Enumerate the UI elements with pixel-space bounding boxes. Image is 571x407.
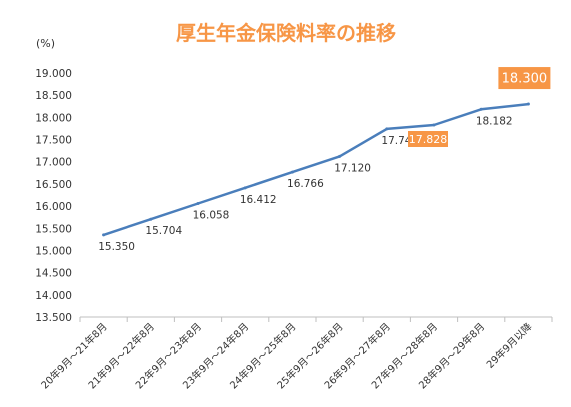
y-tick-label: 15.000 [35,245,72,257]
data-point [479,107,483,111]
data-point [102,233,106,237]
data-point [338,154,342,158]
data-point [526,102,530,106]
data-point [432,123,436,127]
data-point [196,202,200,206]
highlighted-data-label: 18.300 [498,67,551,90]
data-label: 16.412 [240,194,277,206]
series-group [102,102,530,237]
y-tick-label: 19.000 [35,68,72,80]
y-tick-label: 15.500 [35,223,72,235]
data-label: 16.058 [193,210,230,222]
highlighted-data-label: 17.828 [408,130,448,147]
highlight-box [498,67,551,90]
y-axis-unit-label: (%) [36,37,55,50]
y-tick-label: 13.500 [35,312,72,324]
y-tick-label: 18.500 [35,90,72,102]
y-tick-label: 16.500 [35,179,72,191]
y-tick-label: 18.000 [35,112,72,124]
y-axis-ticks: 13.500 14.000 14.500 15.000 15.500 16.000 16.5… [35,68,72,324]
highlight-box [408,130,448,147]
data-label: 18.300 [502,72,548,87]
y-tick-label: 17.500 [35,135,72,147]
data-label: 15.350 [98,241,135,253]
y-tick-label: 14.500 [35,268,72,280]
chart-title: 厚生年金保険料率の推移 [176,21,396,45]
y-tick-label: 14.000 [35,290,72,302]
x-tick-label: 29年9月以降 [484,320,535,371]
data-point [243,186,247,190]
data-labels: 15.35015.70416.05816.41216.76617.12017.7… [98,67,551,253]
data-point [290,170,294,174]
data-label: 17.828 [409,133,448,146]
series-line [102,102,530,237]
data-label: 15.704 [145,225,182,237]
y-tick-label: 16.000 [35,201,72,213]
data-point [149,217,153,221]
data-label: 18.182 [476,115,513,127]
y-tick-label: 17.000 [35,157,72,169]
x-axis-ticks: 20年9月～21年8月21年9月～22年8月22年9月～23年8月23年9月～2… [38,317,553,391]
data-point [385,127,389,131]
data-label: 17.120 [334,162,371,174]
data-label: 16.766 [287,178,324,190]
